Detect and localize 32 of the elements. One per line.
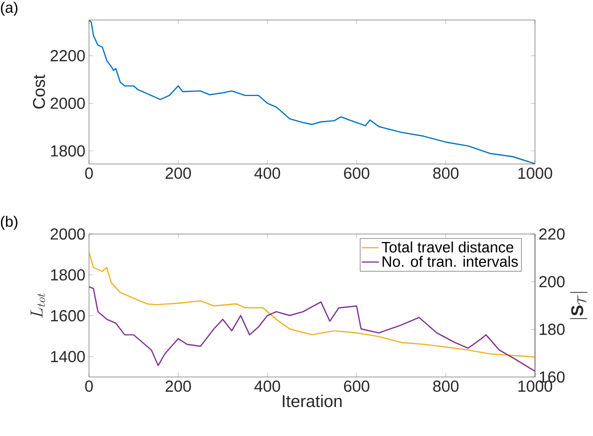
y-tick-label: 2000 bbox=[50, 98, 85, 109]
x-tick-label: 0 bbox=[85, 168, 93, 179]
x-tick-label: 600 bbox=[344, 168, 370, 179]
x-tick-label: 200 bbox=[166, 380, 191, 392]
y2-tick-label: 180 bbox=[540, 324, 565, 335]
y2-tick-label: 160 bbox=[540, 371, 565, 383]
y-tick-label: 2200 bbox=[50, 50, 85, 62]
y2-axis-title: $|\mathbf{S}_{\mathcal{T}}|$ bbox=[570, 292, 588, 319]
y-tick-label: 1600 bbox=[51, 310, 85, 322]
x-tick-label: 0 bbox=[85, 380, 93, 392]
y-tick-label: 1800 bbox=[51, 145, 85, 157]
y-axis-title: Cost bbox=[32, 74, 46, 109]
x-tick-label: 600 bbox=[344, 380, 370, 392]
x-tick-label: 400 bbox=[254, 168, 280, 179]
x-tick-label: 800 bbox=[433, 380, 459, 392]
y-axis-title: $L_{tot}$ bbox=[30, 293, 46, 318]
x-axis-title: Iteration bbox=[282, 394, 342, 408]
x-tick-label: 1000 bbox=[518, 168, 552, 179]
y-tick-label: 1800 bbox=[51, 269, 85, 281]
x-tick-label: 200 bbox=[166, 168, 191, 179]
x-tick-label: 400 bbox=[254, 380, 280, 392]
x-tick-label: 800 bbox=[433, 168, 459, 179]
y-tick-label: 2000 bbox=[50, 228, 85, 240]
y2-tick-label: 200 bbox=[539, 276, 565, 288]
legend-label: Total travel distance bbox=[382, 241, 514, 252]
x-tick-label: 1000 bbox=[518, 380, 552, 392]
y-tick-label: 1400 bbox=[51, 350, 85, 362]
y2-tick-label: 220 bbox=[539, 228, 565, 240]
line-series bbox=[89, 251, 536, 358]
chart-title: (b) bbox=[0, 216, 18, 230]
legend-label: No. of tran. intervals bbox=[382, 256, 518, 267]
chart-title: (a) bbox=[0, 2, 18, 16]
